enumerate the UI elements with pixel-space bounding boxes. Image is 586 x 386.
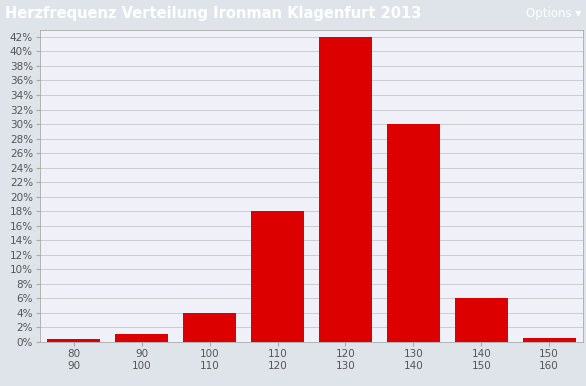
Text: Options ▾: Options ▾ (526, 7, 581, 20)
Bar (183, 313, 236, 342)
Bar (319, 37, 372, 342)
Bar (387, 124, 440, 342)
Text: Herzfrequenz Verteilung Ironman Klagenfurt 2013: Herzfrequenz Verteilung Ironman Klagenfu… (5, 7, 421, 21)
Bar (523, 338, 575, 342)
Bar (47, 339, 100, 342)
Bar (115, 334, 168, 342)
Bar (251, 211, 304, 342)
Bar (455, 298, 507, 342)
